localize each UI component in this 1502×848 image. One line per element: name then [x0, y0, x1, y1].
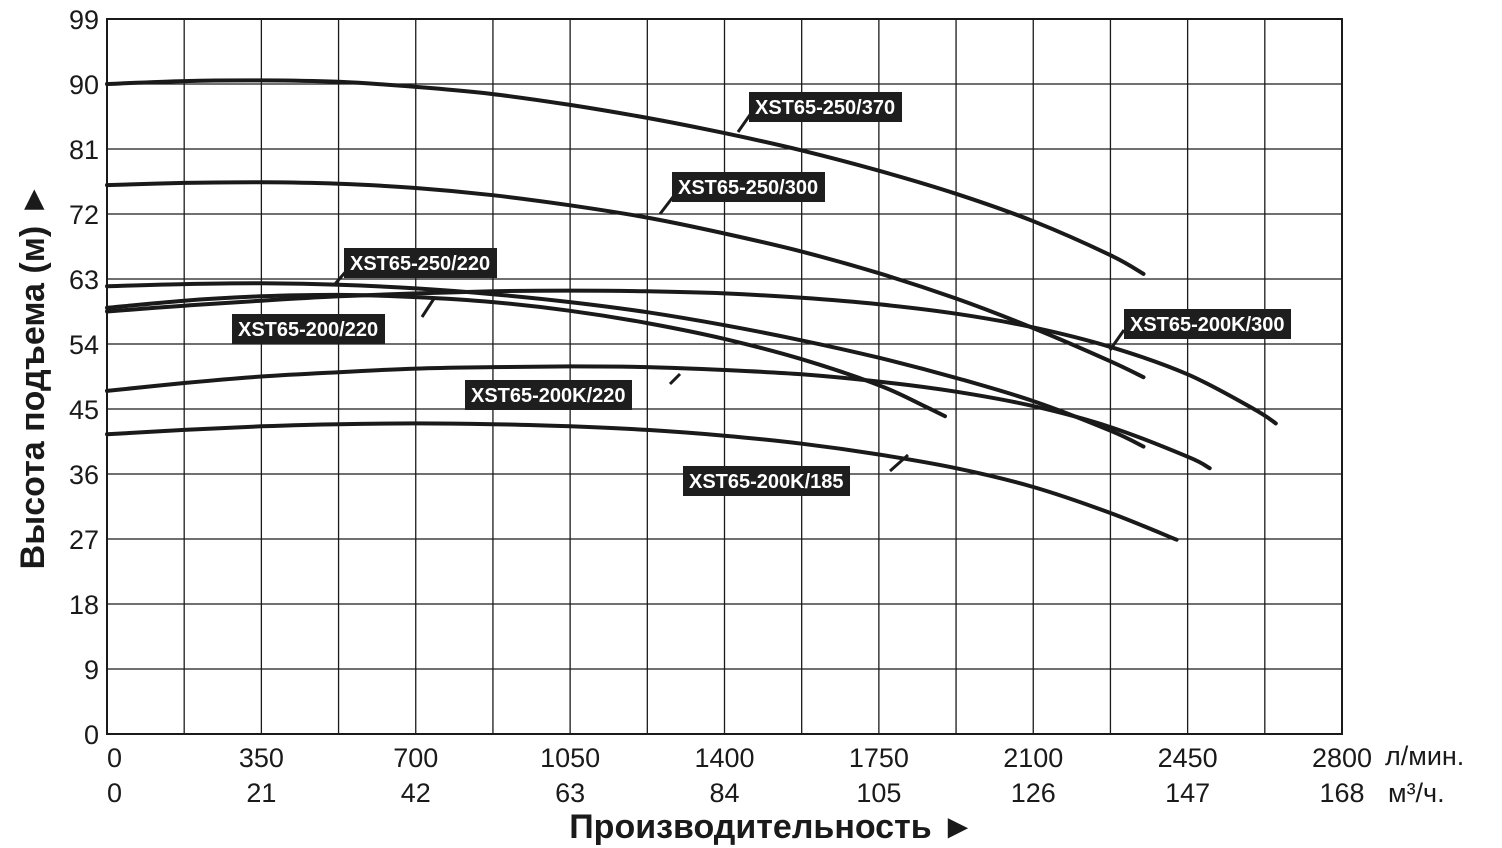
y-tick-label: 90 [69, 70, 99, 100]
x-tick-label: 0 [107, 743, 122, 773]
curve-xst65-200-220 [105, 292, 947, 419]
curve-xst65-250-220 [105, 281, 1146, 449]
y-tick-label: 81 [69, 135, 99, 165]
x-tick-label: 2100 [1003, 743, 1063, 773]
x2-tick-label: 126 [1011, 778, 1056, 808]
leader-line-xst65-200k-300 [1108, 329, 1126, 351]
x-axis-title: Производительность ► [569, 808, 975, 846]
x2-tick-label: 0 [107, 778, 122, 808]
x-tick-label: 2800 [1312, 743, 1372, 773]
x-unit-label: л/мин. [1385, 741, 1464, 771]
curve-label-box [749, 92, 902, 122]
y-tick-label: 9 [84, 655, 99, 685]
curve-label-xst65-200k-185: XST65-200K/185 [683, 466, 850, 496]
x2-tick-label: 63 [555, 778, 585, 808]
y-tick-label: 27 [69, 525, 99, 555]
grid [107, 19, 1342, 734]
curve-xst65-200k-220 [105, 364, 1212, 471]
curve-label-xst65-200k-300: XST65-200K/300 [1124, 309, 1291, 339]
curve-label-text: XST65-200K/185 [689, 471, 844, 493]
curve-label-text: XST65-250/370 [755, 97, 895, 119]
curve-label-text: XST65-200/220 [238, 319, 378, 341]
x2-tick-label: 168 [1319, 778, 1364, 808]
curve-label-text: XST65-250/300 [678, 177, 818, 199]
x2-tick-label: 84 [709, 778, 739, 808]
curve-label-box [344, 248, 497, 278]
curve-label-box [465, 380, 632, 410]
x-tick-label: 1400 [694, 743, 754, 773]
curve-label-text: XST65-200K/220 [471, 385, 626, 407]
curve-label-box [683, 466, 850, 496]
leader-line-xst65-200-220 [420, 296, 437, 318]
curve-xst65-200k-185 [105, 421, 1179, 542]
leader-line-xst65-200k-220 [668, 372, 682, 386]
curve-label-xst65-200-220: XST65-200/220 [232, 314, 385, 344]
curve-label-xst65-250-300: XST65-250/300 [672, 172, 825, 202]
curve-label-box [672, 172, 825, 202]
x2-tick-label: 42 [401, 778, 431, 808]
curve-label-xst65-250-220: XST65-250/220 [344, 248, 497, 278]
curve-labels: XST65-250/370 XST65-250/300 XST65-250/220 X… [232, 92, 1291, 496]
curve-label-box [232, 314, 385, 344]
curve-label-box [1124, 309, 1291, 339]
leader-line-xst65-200k-185 [889, 453, 909, 473]
curve-xst65-200k-300 [105, 288, 1278, 426]
x-tick-label: 2450 [1158, 743, 1218, 773]
x-tick-label: 1750 [849, 743, 909, 773]
x-tick-label: 700 [393, 743, 438, 773]
y-tick-label: 54 [69, 330, 99, 360]
y-tick-label: 72 [69, 200, 99, 230]
x2-tick-label: 105 [856, 778, 901, 808]
curve-label-xst65-250-370: XST65-250/370 [749, 92, 902, 122]
y-tick-label: 99 [69, 5, 99, 35]
plot-frame [106, 18, 1343, 735]
x2-unit-label: м³/ч. [1388, 778, 1445, 808]
y-tick-label: 45 [69, 395, 99, 425]
curves [105, 78, 1278, 542]
x-tick-label: 350 [239, 743, 284, 773]
y-tick-label: 36 [69, 460, 99, 490]
y-tick-label: 18 [69, 590, 99, 620]
curve-xst65-250-300 [105, 180, 1146, 380]
y-axis-title: Высота подъема (м) ► [14, 183, 52, 570]
y-tick-label: 0 [84, 720, 99, 750]
curve-xst65-250-370 [105, 78, 1146, 276]
y-tick-label: 63 [69, 265, 99, 295]
x-tick-label: 1050 [540, 743, 600, 773]
curve-label-text: XST65-250/220 [350, 253, 490, 275]
x2-tick-label: 147 [1165, 778, 1210, 808]
curve-label-xst65-200k-220: XST65-200K/220 [465, 380, 632, 410]
x2-tick-label: 21 [246, 778, 276, 808]
curve-label-text: XST65-200K/300 [1130, 314, 1285, 336]
